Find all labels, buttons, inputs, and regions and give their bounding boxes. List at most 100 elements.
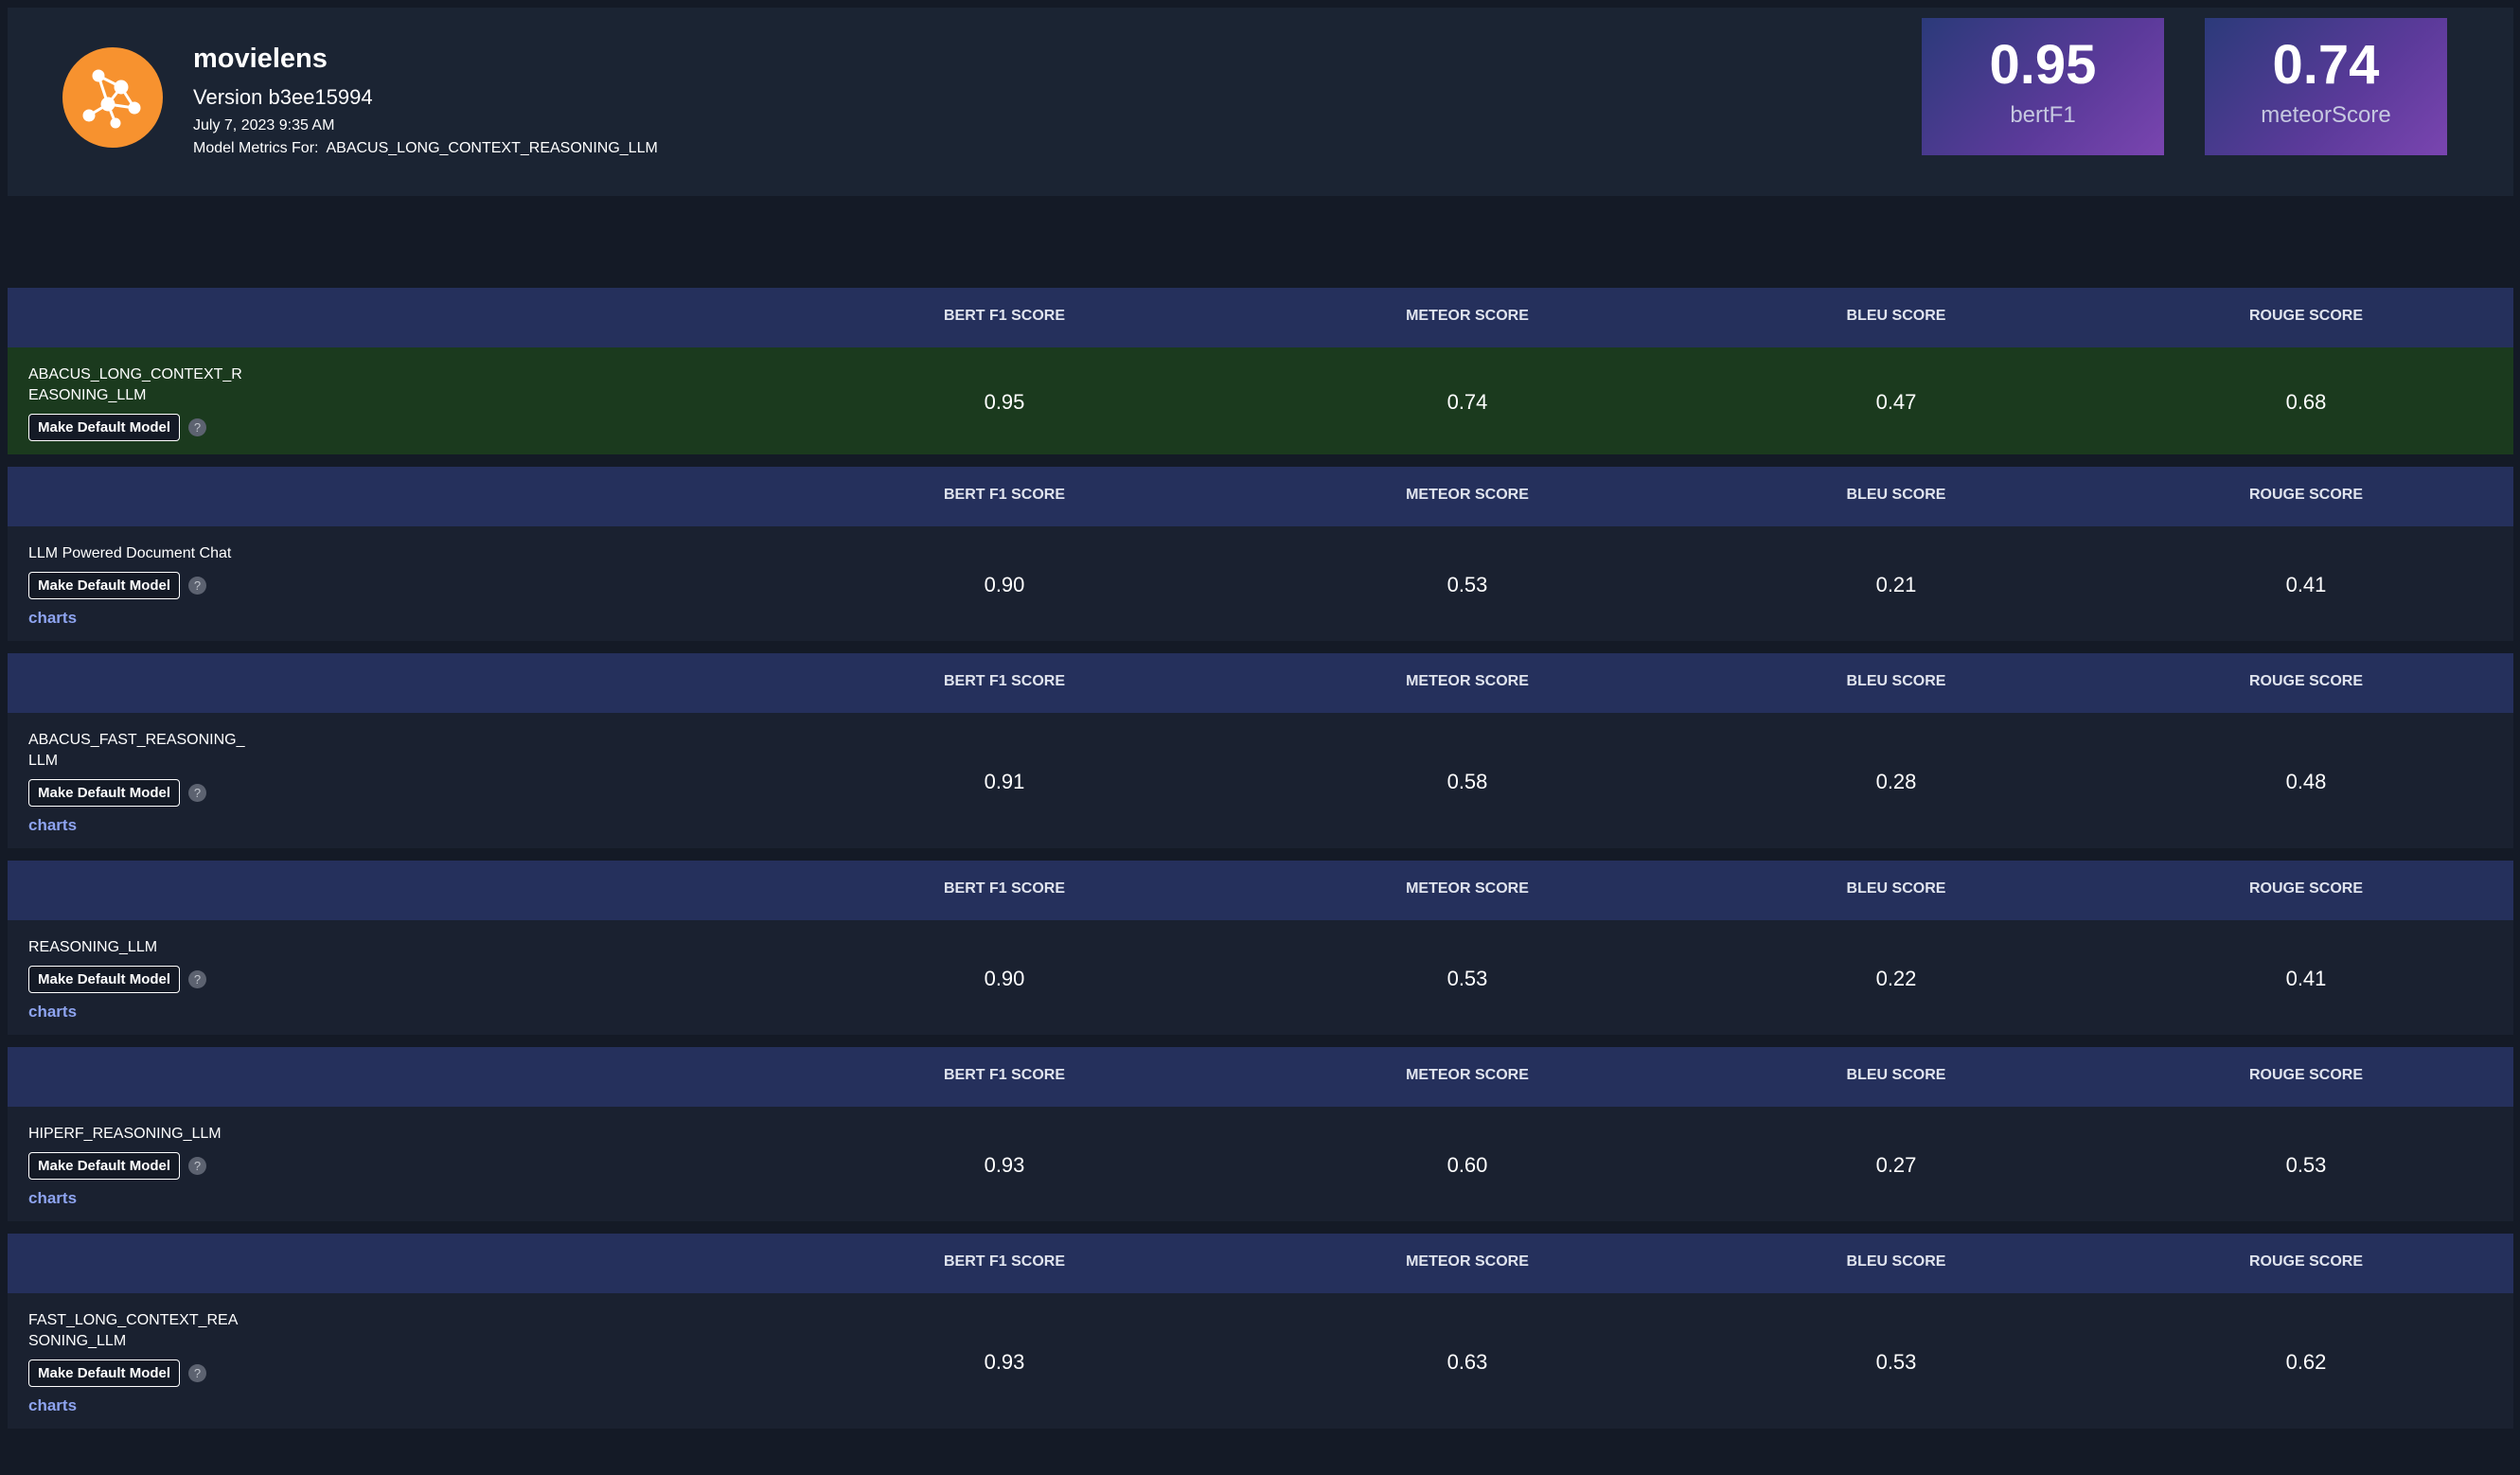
column-header-row: BERT F1 SCORE METEOR SCORE BLEU SCORE ROUGE… [8, 653, 2513, 713]
help-icon[interactable]: ? [188, 577, 207, 595]
column-header: METEOR SCORE [1406, 308, 1529, 324]
column-header: BERT F1 SCORE [943, 673, 1066, 689]
model-block: BERT F1 SCORE METEOR SCORE BLEU SCORE ROUGE… [8, 861, 2513, 1035]
score: 0.47 [1875, 389, 1917, 414]
button-row: Make Default Model? [28, 1152, 2493, 1180]
score: 0.53 [1446, 966, 1488, 990]
help-icon[interactable]: ? [188, 1364, 207, 1382]
column-header: BLEU SCORE [1846, 308, 1946, 324]
header: movielens Version b3ee15994 July 7, 2023… [8, 8, 2513, 196]
score: 0.90 [984, 966, 1025, 990]
make-default-button[interactable]: Make Default Model [28, 966, 181, 993]
score: 0.21 [1875, 572, 1917, 596]
make-default-button[interactable]: Make Default Model [28, 1152, 181, 1180]
column-header-row: BERT F1 SCORE METEOR SCORE BLEU SCORE ROUGE… [8, 1234, 2513, 1293]
charts-link[interactable]: charts [28, 609, 78, 627]
score: 0.41 [2285, 572, 2327, 596]
column-header: ROUGE SCORE [2248, 880, 2364, 897]
model-block: BERT F1 SCORE METEOR SCORE BLEU SCORE ROUGE… [8, 1234, 2513, 1429]
model-row: LLM Powered Document Chat Make Default Mo… [8, 526, 2513, 641]
button-row: Make Default Model? [28, 966, 2493, 993]
model-row: HIPERF_REASONING_LLM Make Default Model? c… [8, 1107, 2513, 1221]
column-header: METEOR SCORE [1406, 880, 1529, 897]
score: 0.62 [2285, 1349, 2327, 1374]
metric-card: 0.74 meteorScore [2205, 18, 2447, 155]
metric-card: 0.95 bertF1 [1922, 18, 2164, 155]
date: July 7, 2023 9:35 AM [193, 117, 335, 133]
column-header: ROUGE SCORE [2248, 1253, 2364, 1270]
column-header: BERT F1 SCORE [943, 1067, 1066, 1083]
score: 0.93 [984, 1152, 1025, 1177]
model-name: LLM Powered Document Chat [28, 545, 232, 561]
model-row: FAST_LONG_CONTEXT_REASONING_LLM Make Defa… [8, 1293, 2513, 1429]
column-header: BERT F1 SCORE [943, 308, 1066, 324]
column-header: BERT F1 SCORE [943, 880, 1066, 897]
score: 0.27 [1875, 1152, 1917, 1177]
score: 0.41 [2285, 966, 2327, 990]
column-header: BLEU SCORE [1846, 487, 1946, 503]
column-header-row: BERT F1 SCORE METEOR SCORE BLEU SCORE ROUGE… [8, 861, 2513, 920]
project-title: movielens [193, 44, 328, 74]
card-value: 0.74 [2272, 34, 2380, 96]
model-row: ABACUS_FAST_REASONING_LLM Make Default Mo… [8, 713, 2513, 848]
model-name: REASONING_LLM [28, 939, 158, 955]
card-value: 0.95 [1989, 34, 2097, 96]
help-icon[interactable]: ? [188, 784, 207, 802]
score: 0.63 [1446, 1349, 1488, 1374]
make-default-button[interactable]: Make Default Model [28, 572, 181, 599]
column-header-row: BERT F1 SCORE METEOR SCORE BLEU SCORE ROUGE… [8, 288, 2513, 347]
help-icon[interactable]: ? [188, 1157, 207, 1175]
card-label: meteorScore [2261, 102, 2391, 128]
score: 0.53 [1875, 1349, 1917, 1374]
score: 0.28 [1875, 769, 1917, 793]
score: 0.95 [984, 389, 1025, 414]
make-default-button[interactable]: Make Default Model [28, 1359, 181, 1387]
column-header: METEOR SCORE [1406, 673, 1529, 689]
button-row: Make Default Model? [28, 779, 2493, 807]
help-icon[interactable]: ? [188, 418, 207, 436]
column-header-row: BERT F1 SCORE METEOR SCORE BLEU SCORE ROUGE… [8, 467, 2513, 526]
column-header: ROUGE SCORE [2248, 1067, 2364, 1083]
model-name: ABACUS_FAST_REASONING_LLM [28, 732, 245, 769]
help-icon[interactable]: ? [188, 970, 207, 988]
column-header: BLEU SCORE [1846, 880, 1946, 897]
button-row: Make Default Model? [28, 1359, 2493, 1387]
column-header: BERT F1 SCORE [943, 487, 1066, 503]
metrics-for: Model Metrics For: ABACUS_LONG_CONTEXT_R… [193, 140, 658, 157]
score: 0.68 [2285, 389, 2327, 414]
model-block: BERT F1 SCORE METEOR SCORE BLEU SCORE ROUGE… [8, 467, 2513, 641]
metrics-for-label: Model Metrics For: [193, 140, 319, 156]
charts-link[interactable]: charts [28, 1396, 78, 1414]
button-row: Make Default Model? [28, 572, 2493, 599]
score: 0.53 [2285, 1152, 2327, 1177]
column-header: BLEU SCORE [1846, 1253, 1946, 1270]
score: 0.58 [1446, 769, 1488, 793]
column-header: ROUGE SCORE [2248, 308, 2364, 324]
column-header: METEOR SCORE [1406, 487, 1529, 503]
model-name: FAST_LONG_CONTEXT_REASONING_LLM [28, 1312, 239, 1349]
card-label: bertF1 [2010, 102, 2076, 128]
model-list: BERT F1 SCORE METEOR SCORE BLEU SCORE ROUGE… [8, 288, 2513, 1441]
score: 0.53 [1446, 572, 1488, 596]
make-default-button[interactable]: Make Default Model [28, 414, 181, 441]
score: 0.22 [1875, 966, 1917, 990]
metrics-for-value: ABACUS_LONG_CONTEXT_REASONING_LLM [326, 140, 658, 156]
charts-link[interactable]: charts [28, 1003, 78, 1021]
column-header: METEOR SCORE [1406, 1067, 1529, 1083]
make-default-button[interactable]: Make Default Model [28, 779, 181, 807]
model-row: REASONING_LLM Make Default Model? charts 0.… [8, 920, 2513, 1035]
column-header: BERT F1 SCORE [943, 1253, 1066, 1270]
model-name: HIPERF_REASONING_LLM [28, 1126, 222, 1142]
model-name: ABACUS_LONG_CONTEXT_REASONING_LLM [28, 366, 242, 403]
charts-link[interactable]: charts [28, 1189, 78, 1207]
charts-link[interactable]: charts [28, 816, 78, 834]
score: 0.60 [1446, 1152, 1488, 1177]
logo-icon [82, 69, 141, 129]
column-header: BLEU SCORE [1846, 1067, 1946, 1083]
score: 0.48 [2285, 769, 2327, 793]
version: Version b3ee15994 [193, 85, 373, 109]
score: 0.93 [984, 1349, 1025, 1374]
model-block: BERT F1 SCORE METEOR SCORE BLEU SCORE ROUGE… [8, 288, 2513, 454]
logo [62, 47, 163, 148]
